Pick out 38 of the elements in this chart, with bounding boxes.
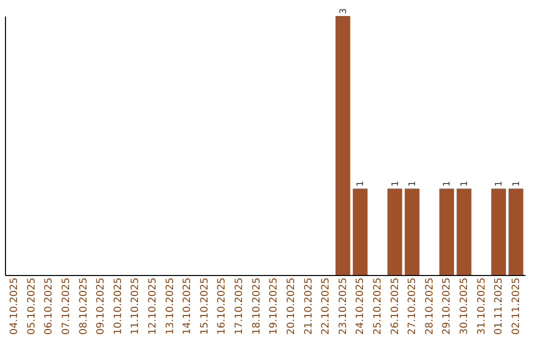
- x-tick-label: 29.10.2025: [442, 278, 453, 335]
- x-tick-label: 28.10.2025: [424, 278, 436, 335]
- x-tick-label: 12.10.2025: [148, 278, 159, 335]
- x-tick-label: 18.10.2025: [251, 278, 262, 335]
- data-label: 1: [390, 180, 401, 187]
- x-tick-label: 25.10.2025: [372, 278, 384, 335]
- x-tick-label: 20.10.2025: [286, 278, 297, 335]
- x-tick-label: 01.11.2025: [494, 278, 505, 335]
- x-tick-label: 14.10.2025: [182, 278, 194, 335]
- data-label: 1: [408, 180, 418, 187]
- data-label: 1: [442, 180, 453, 187]
- data-label: 3: [338, 8, 349, 14]
- x-tick-label: 04.10.2025: [9, 278, 20, 335]
- x-tick-label: 22.10.2025: [320, 278, 332, 335]
- x-tick-label: 07.10.2025: [61, 278, 72, 335]
- x-tick-label: 08.10.2025: [78, 278, 90, 335]
- data-label: 1: [460, 180, 470, 187]
- x-tick-label: 31.10.2025: [476, 278, 488, 335]
- x-tick-label: 30.10.2025: [459, 278, 470, 335]
- x-tick-label: 16.10.2025: [216, 278, 228, 335]
- x-tick-label: 10.10.2025: [112, 278, 124, 335]
- x-tick-label: 23.10.2025: [338, 278, 349, 335]
- data-label: 1: [512, 180, 522, 187]
- x-tick-label: 13.10.2025: [164, 278, 176, 335]
- x-tick-label: 15.10.2025: [199, 278, 210, 335]
- x-tick-label: 06.10.2025: [44, 278, 55, 335]
- data-label: 1: [356, 180, 366, 187]
- data-label: 1: [494, 180, 505, 187]
- x-tick-label: 02.11.2025: [510, 278, 522, 335]
- x-tick-label: 17.10.2025: [234, 278, 246, 335]
- x-tick-label: 11.10.2025: [130, 278, 142, 335]
- x-tick-label: 21.10.2025: [303, 278, 314, 335]
- x-tick-label: 26.10.2025: [390, 278, 401, 335]
- x-tick-label: 05.10.2025: [26, 278, 38, 335]
- x-tick-label: 27.10.2025: [407, 278, 418, 335]
- x-tick-label: 24.10.2025: [355, 278, 366, 335]
- x-tick-label: 19.10.2025: [268, 278, 280, 335]
- x-tick-label: 09.10.2025: [96, 278, 107, 335]
